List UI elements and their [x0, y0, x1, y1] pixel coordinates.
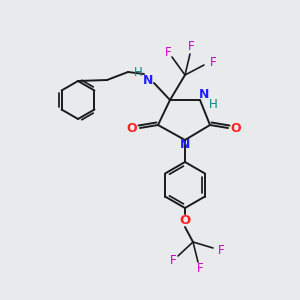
- Text: H: H: [134, 65, 142, 79]
- Text: N: N: [199, 88, 209, 101]
- Text: F: F: [218, 244, 224, 256]
- Text: F: F: [165, 46, 171, 59]
- Text: N: N: [180, 139, 190, 152]
- Text: N: N: [143, 74, 153, 86]
- Text: F: F: [170, 254, 176, 268]
- Text: F: F: [197, 262, 203, 275]
- Text: F: F: [188, 40, 194, 53]
- Text: O: O: [179, 214, 191, 226]
- Text: O: O: [127, 122, 137, 134]
- Text: H: H: [208, 98, 217, 110]
- Text: F: F: [210, 56, 216, 68]
- Text: O: O: [231, 122, 241, 134]
